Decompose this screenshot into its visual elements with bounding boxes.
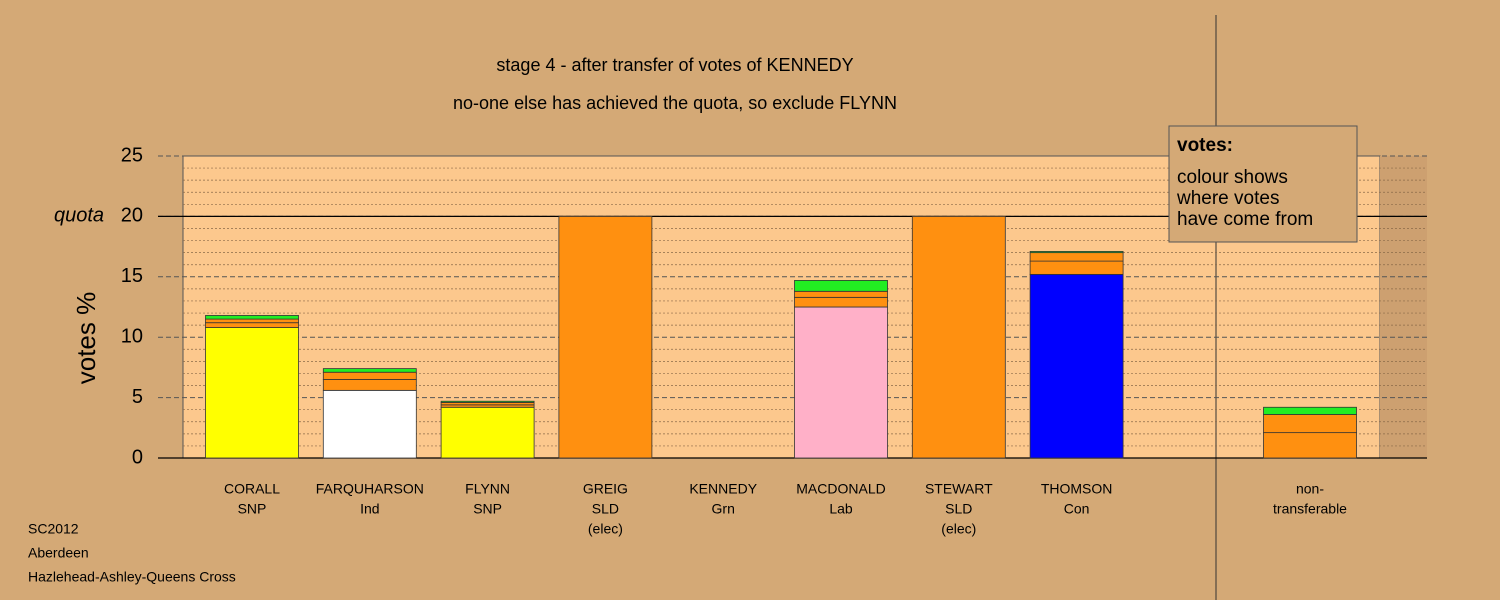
- y-tick-label: 0: [132, 446, 143, 468]
- side-area: [1380, 156, 1427, 458]
- bar-segment: [1029, 251, 1124, 254]
- x-tick-label: FLYNN: [465, 481, 510, 497]
- footer-text: Aberdeen: [28, 545, 89, 561]
- bar-segment: [1263, 414, 1357, 434]
- bar-segment: [911, 215, 1006, 459]
- x-tick-label: transferable: [1273, 501, 1347, 517]
- x-tick-label: SLD: [945, 501, 972, 517]
- bar-segment: [205, 322, 299, 328]
- bar-segment: [1263, 406, 1357, 415]
- x-tick-label: GREIG: [583, 481, 628, 497]
- bar-segment: [322, 389, 417, 459]
- bar-segment: [1029, 273, 1124, 459]
- footer-text: Hazlehead-Ashley-Queens Cross: [28, 569, 236, 585]
- footer-text: SC2012: [28, 521, 79, 537]
- legend-text: have come from: [1177, 209, 1313, 230]
- bar-segment: [322, 371, 417, 380]
- x-tick-label: SLD: [592, 501, 619, 517]
- x-tick-label: KENNEDY: [689, 481, 757, 497]
- bar-segment: [205, 315, 299, 320]
- x-tick-label: FARQUHARSON: [316, 481, 424, 497]
- y-tick-label: 5: [132, 386, 143, 408]
- x-tick-label: non-: [1296, 481, 1324, 497]
- chart-subtitle: no-one else has achieved the quota, so e…: [453, 93, 897, 113]
- bar-segment: [440, 406, 535, 459]
- bar-segment: [205, 318, 299, 324]
- x-tick-label: Grn: [712, 501, 735, 517]
- x-tick-label: THOMSON: [1041, 481, 1113, 497]
- x-tick-label: Lab: [829, 501, 853, 517]
- y-tick-label: 20: [121, 205, 143, 227]
- chart-title: stage 4 - after transfer of votes of KEN…: [496, 55, 853, 75]
- bar-segment: [558, 215, 653, 459]
- bar-segment: [1263, 432, 1357, 459]
- bar-segment: [322, 379, 417, 391]
- bar-segment: [322, 368, 417, 373]
- x-tick-label: Con: [1064, 501, 1090, 517]
- bar-segment: [205, 327, 299, 459]
- x-tick-label: (elec): [588, 521, 623, 537]
- marks: 0 5 10 15 20 25 quota CORALL SNP FARQUHARSON Ind FL…: [54, 144, 1427, 537]
- y-axis-label: votes %: [71, 292, 101, 385]
- bar-segment: [1029, 260, 1124, 275]
- bar-segment: [794, 306, 888, 459]
- quota-label: quota: [54, 205, 104, 227]
- bar-segment: [440, 400, 535, 403]
- bar-segment: [794, 296, 888, 308]
- legend-title: votes:: [1177, 135, 1233, 156]
- y-tick-label: 25: [121, 144, 143, 166]
- legend-box: [1168, 125, 1358, 243]
- x-tick-label: Ind: [360, 501, 379, 517]
- x-tick-label: SNP: [473, 501, 502, 517]
- bar-segment: [794, 290, 888, 298]
- y-tick-label: 10: [121, 325, 143, 347]
- x-tick-label: (elec): [941, 521, 976, 537]
- x-tick-label: CORALL: [224, 481, 280, 497]
- bar-segment: [794, 280, 888, 292]
- legend-text: colour shows: [1177, 167, 1288, 188]
- x-tick-label: STEWART: [925, 481, 993, 497]
- y-tick-label: 15: [121, 265, 143, 287]
- bar-segment: [1029, 252, 1124, 262]
- legend-text: where votes: [1176, 188, 1279, 209]
- x-tick-label: SNP: [238, 501, 267, 517]
- x-tick-label: MACDONALD: [796, 481, 885, 497]
